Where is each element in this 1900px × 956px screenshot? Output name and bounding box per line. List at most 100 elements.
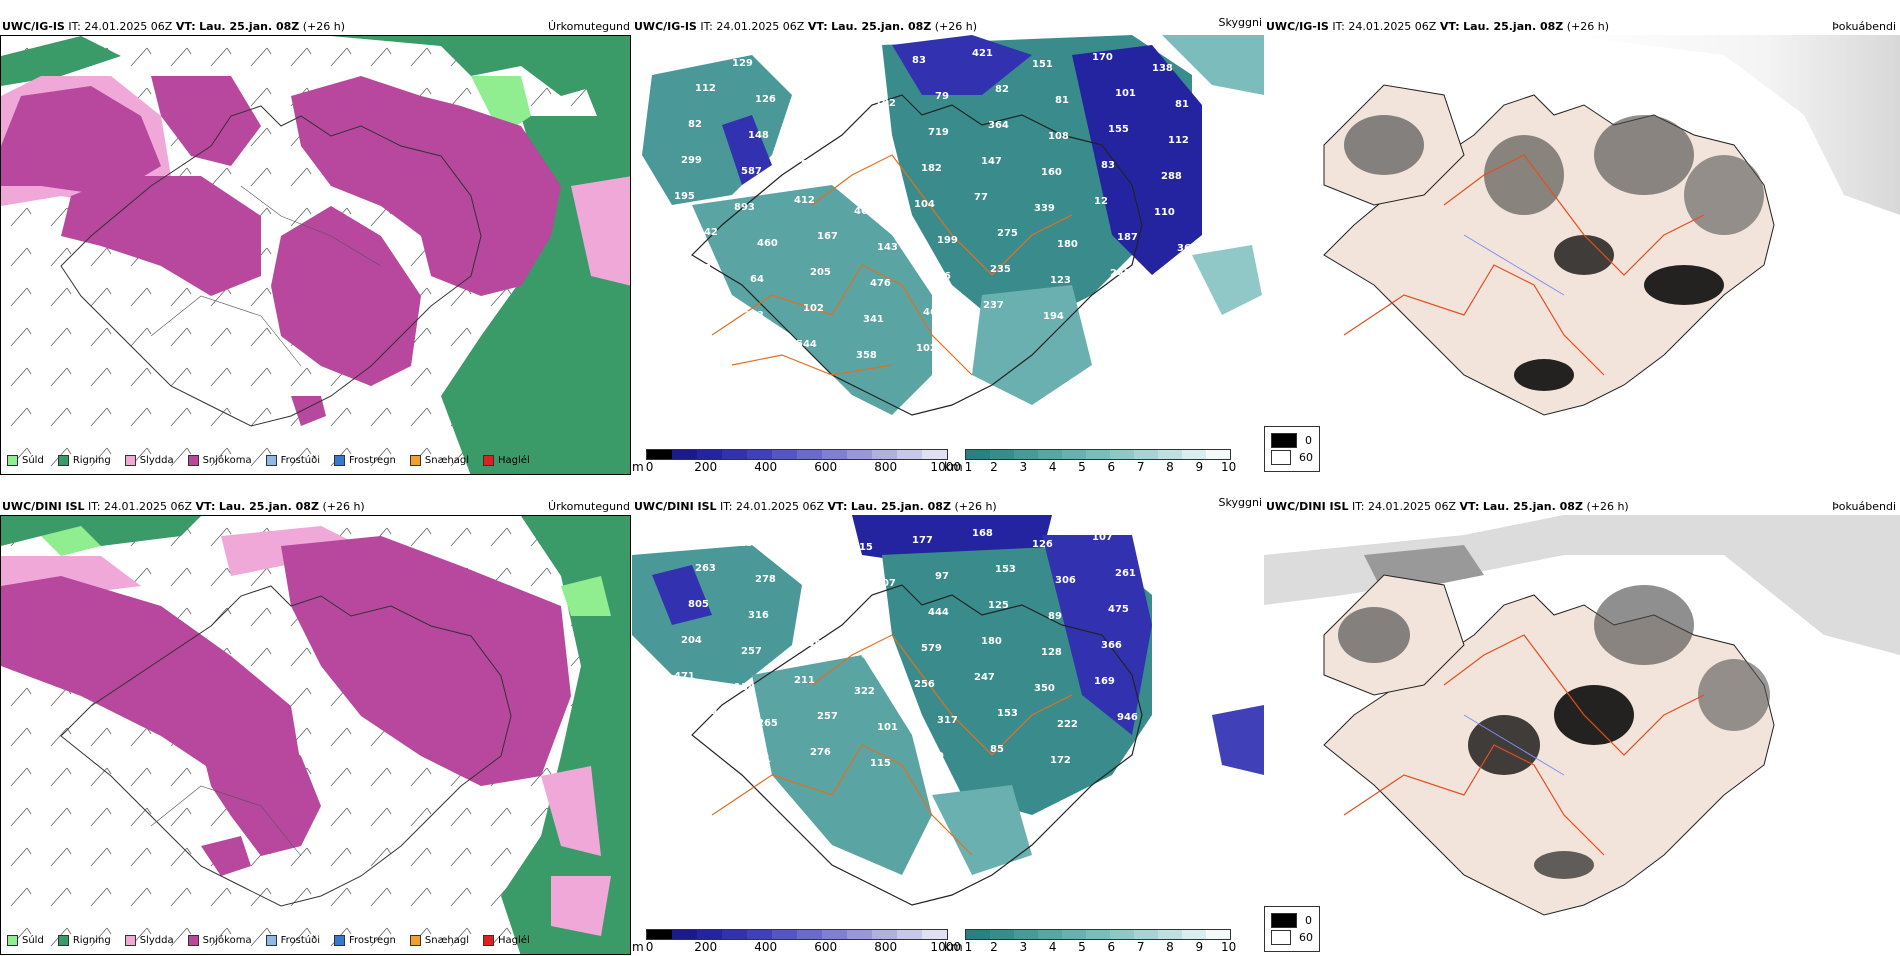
- precip-legend-item: Rigning: [57, 935, 111, 946]
- cloud-height-label: 275: [997, 228, 1018, 239]
- cloud-height-label: 257: [817, 711, 838, 722]
- cloud-height-label: 468: [854, 206, 875, 217]
- cloud-height-label: 421: [972, 48, 993, 59]
- cloud-base-visibility-panel: UWC/DINI ISL IT: 24.01.2025 06Z VT: Lau.…: [632, 494, 1264, 956]
- cloud-height-label: 138: [1152, 63, 1173, 74]
- cloud-height-label: 311: [750, 754, 771, 765]
- cloud-height-label: 147: [981, 156, 1002, 167]
- colorbar-cell: [1109, 450, 1134, 459]
- colorbar-tick: 800: [874, 460, 898, 474]
- cloud-height-label: 486: [861, 170, 882, 181]
- visibility-unit: km: [944, 460, 963, 474]
- colorbar-cell: [1037, 450, 1062, 459]
- colorbar-tick: 2: [990, 940, 998, 954]
- cloud-height-label: 247: [974, 672, 995, 683]
- colorbar-cell: [846, 930, 872, 939]
- legend-swatch: [265, 455, 277, 466]
- cloud-height-label: 125: [988, 600, 1009, 611]
- visibility-colorbar: km 1 2 3 4 5 6 7 8 9 10: [944, 929, 1236, 954]
- legend-label: Súld: [22, 935, 44, 946]
- cloud-base-ticks: 0 200 400 600 800 1000: [646, 460, 961, 474]
- colorbar-cell: [771, 450, 797, 459]
- colorbar-cell: [921, 450, 947, 459]
- visibility-cells: [964, 449, 1231, 460]
- cloud-height-label: 151: [1032, 59, 1053, 70]
- colorbar-cell: [896, 450, 922, 459]
- legend-label: Snæhagl: [424, 935, 470, 946]
- cloud-height-label: 780: [868, 614, 889, 625]
- colorbar-tick: 800: [874, 940, 898, 954]
- cloud-height-label: 102: [875, 98, 896, 109]
- cloud-height-label: 242: [1110, 268, 1131, 279]
- cloud-height-label: 583: [1161, 651, 1182, 662]
- colorbar-cell: [1133, 930, 1158, 939]
- precip-legend-item: Súld: [7, 455, 44, 466]
- cloud-height-label: 130: [792, 51, 813, 62]
- precip-legend-item: Snæhagl: [409, 935, 470, 946]
- cloud-base-visibility-panel: UWC/IG-IS IT: 24.01.2025 06Z VT: Lau. 25…: [632, 14, 1264, 476]
- precip-legend-item: Rigning: [57, 455, 111, 466]
- precip-legend-item: Frostregn: [334, 935, 396, 946]
- cloud-height-label: 255: [1103, 304, 1124, 315]
- fog-legend: 0 60: [1264, 426, 1320, 472]
- colorbar-cell: [871, 930, 897, 939]
- legend-label: Frostregn: [349, 455, 396, 466]
- cloud-height-label: 168: [972, 528, 993, 539]
- cloud-height-label: 153: [997, 708, 1018, 719]
- cloud-height-label: 107: [1092, 532, 1113, 543]
- cloud-height-label: 123: [1050, 275, 1071, 286]
- cloud-height-label: 204: [681, 635, 702, 646]
- precip-legend: Súld Rigning Slydda Snjókoma Frostúði Frostre…: [7, 935, 530, 946]
- cloud-height-label: 169: [1094, 676, 1115, 687]
- cloud-height-label: 476: [870, 278, 891, 289]
- cloud-height-label: 436: [930, 271, 951, 282]
- cloud-base-cells: [645, 929, 948, 940]
- product-label: Þokuábendi: [1832, 20, 1896, 33]
- fog-legend-item: 0: [1271, 433, 1313, 448]
- colorbar-cell: [671, 930, 697, 939]
- cloud-map-graphic: 183 115 279 115 177 168 126 107 138 263 278 119 107 9…: [632, 515, 1264, 935]
- cloud-base-colorbar: m 0 200 400 600 800 1000: [632, 449, 961, 474]
- colorbar-cell: [1181, 930, 1206, 939]
- legend-label: Snæhagl: [424, 455, 470, 466]
- cloud-height-label: 766: [676, 335, 697, 346]
- cloud-height-label: 125: [672, 47, 693, 58]
- fog-map-graphic: [1264, 35, 1900, 455]
- cloud-base-colorbar: m 0 200 400 600 800 1000: [632, 929, 961, 954]
- colorbar-tick: 400: [754, 460, 778, 474]
- cloud-height-label: 235: [990, 264, 1011, 275]
- cloud-height-label: 172: [1050, 755, 1071, 766]
- cloud-height-label: 82: [995, 84, 1009, 95]
- cloud-height-label: 79: [930, 751, 944, 762]
- colorbar-cell: [1037, 930, 1062, 939]
- cloud-height-label: 233: [743, 310, 764, 321]
- cloud-height-label: 126: [755, 94, 776, 105]
- colorbar-tick: 9: [1195, 940, 1204, 954]
- colorbar-cell: [746, 450, 772, 459]
- legend-label: Rigning: [72, 455, 111, 466]
- colorbar-cell: [989, 930, 1014, 939]
- cloud-height-label: 138: [734, 682, 755, 693]
- cloud-height-label: 61: [868, 134, 882, 145]
- cloud-height-label: 79: [935, 91, 949, 102]
- cloud-height-label: 317: [937, 715, 958, 726]
- colorbar-cell: [671, 450, 697, 459]
- precip-legend-item: Frostúði: [265, 455, 320, 466]
- cloud-height-label: 471: [674, 671, 695, 682]
- legend-swatch: [124, 455, 136, 466]
- cloud-height-label: 167: [817, 231, 838, 242]
- colorbar-tick: 1: [964, 460, 973, 474]
- cloud-height-label: 12: [1094, 196, 1108, 207]
- colorbar-cell: [1109, 930, 1134, 939]
- cloud-height-label: 339: [1034, 203, 1055, 214]
- fog-indicator-panel: UWC/IG-IS IT: 24.01.2025 06Z VT: Lau. 25…: [1264, 14, 1900, 476]
- legend-label: Frostúði: [280, 455, 320, 466]
- visibility-cells: [964, 929, 1231, 940]
- colorbar-tick: 7: [1136, 460, 1145, 474]
- fog-map: [1264, 515, 1900, 935]
- colorbar-tick: 9: [1195, 460, 1204, 474]
- cloud-height-label: 271: [683, 299, 704, 310]
- cloud-height-label: 278: [755, 574, 776, 585]
- colorbar-tick: 1: [964, 940, 973, 954]
- precip-legend-item: Snjókoma: [187, 935, 252, 946]
